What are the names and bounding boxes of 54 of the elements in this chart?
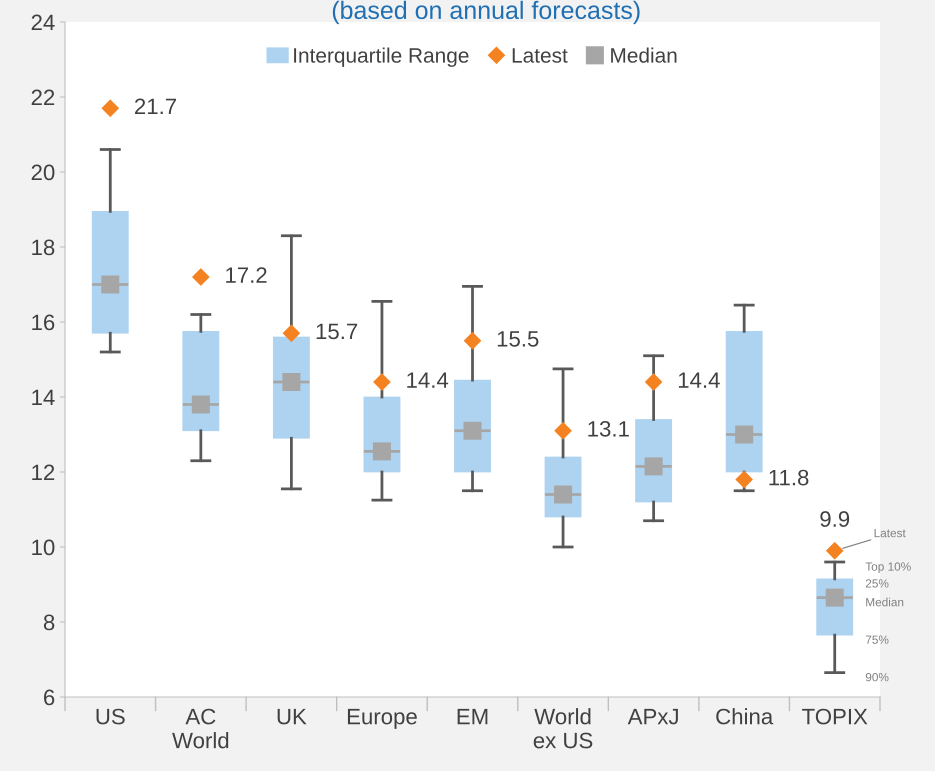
legend-label: Interquartile Range: [294, 48, 468, 67]
x-tick-label: World ex US: [534, 708, 592, 748]
point: [192, 395, 210, 414]
annotation: Top 10%: [866, 562, 911, 574]
point: [101, 275, 120, 294]
point: [372, 442, 391, 460]
annotation: 75%: [866, 636, 888, 644]
point: [826, 542, 844, 560]
data-label: 21.7: [135, 98, 176, 114]
x-tick-label: Europe: [348, 708, 417, 729]
y-tick-label: 16: [32, 314, 54, 330]
annotation: 90%: [866, 672, 888, 682]
legend-label: Latest: [512, 48, 568, 63]
annotation: Median: [866, 598, 904, 606]
point: [735, 425, 754, 444]
y-tick-label: 18: [32, 240, 54, 256]
point: [644, 373, 662, 391]
point: [464, 332, 482, 350]
data-label: 15.7: [316, 324, 358, 340]
point: [282, 372, 300, 392]
x-tick-label: China: [716, 708, 774, 724]
point: [192, 268, 210, 286]
x-tick-label: US: [96, 708, 125, 724]
data-label: 14.4: [678, 372, 720, 388]
annotation: Latest: [874, 529, 906, 538]
chart-title: (based on annual forecasts): [332, 0, 640, 24]
x-tick-label: AC World: [172, 708, 228, 748]
y-tick-label: 22: [32, 90, 54, 106]
y-tick-label: 10: [32, 540, 54, 556]
x-tick-label: EM: [458, 708, 488, 724]
y-tick-label: 12: [32, 464, 54, 480]
data-label: 15.5: [498, 331, 538, 347]
data-label: 17.2: [226, 267, 267, 283]
point: [373, 373, 391, 391]
data-label: 11.8: [769, 470, 808, 486]
point: [554, 422, 572, 440]
legend-label: Median: [611, 48, 676, 63]
annotation: 25%: [866, 579, 888, 588]
point: [282, 324, 300, 342]
y-tick-label: 8: [44, 614, 54, 630]
x-tick-label: APxJ: [628, 708, 678, 724]
y-tick-label: 20: [32, 164, 54, 180]
data-label: 13.1: [588, 420, 629, 437]
data-label: 14.4: [407, 372, 448, 388]
x-tick-label: TOPIX: [802, 708, 868, 724]
y-tick-label: 24: [32, 14, 55, 30]
y-tick-label: 6: [44, 690, 54, 706]
x-tick-label: UK: [278, 708, 307, 724]
data-label: 9.9: [820, 511, 850, 527]
point: [644, 457, 663, 476]
point: [101, 99, 120, 118]
point: [463, 422, 482, 440]
y-tick-label: 14: [32, 390, 55, 406]
point: [735, 470, 754, 488]
